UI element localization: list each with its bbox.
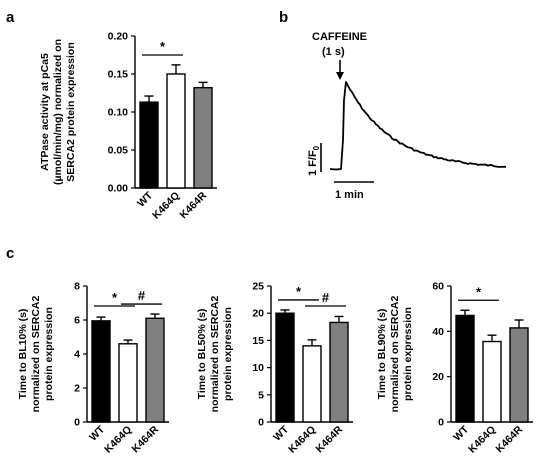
category-label-wt: WT [135, 189, 155, 209]
chart-time-to-bl50: 0 5 10 15 20 25 Time to BL50% (s)normalized on… [196, 281, 353, 456]
y-tick-label: 6 [74, 315, 80, 327]
y-tick-label: 0.15 [108, 69, 129, 81]
significance-label: * [476, 284, 482, 299]
category-label-wt: WT [87, 423, 107, 443]
significance-label: * [160, 39, 166, 54]
scale-bar-horizontal-label: 1 min [335, 189, 364, 201]
y-tick-label: 40 [432, 326, 444, 338]
bar-k464r [193, 86, 213, 189]
significance-label: # [138, 288, 146, 303]
y-axis-label-line: protein expression [402, 307, 414, 401]
y-axis-label-line: Time to BL50% (s) [196, 309, 208, 400]
bar-k464q [118, 343, 138, 423]
significance-label: * [112, 290, 118, 305]
bar-wt [139, 101, 159, 189]
significance-label: * [296, 284, 302, 299]
bar-wt [91, 320, 111, 423]
bar-k464r [329, 321, 349, 423]
fluorescence-trace [329, 81, 506, 171]
y-tick-label: 4 [74, 349, 80, 361]
caffeine-arrow-head [336, 72, 344, 80]
y-tick-label: 0 [258, 417, 264, 429]
category-label-k464r: K464R [494, 423, 526, 455]
y-tick-label: 0.20 [108, 31, 129, 43]
category-label-k464r: K464R [314, 423, 346, 455]
bar-k464r [145, 317, 165, 423]
y-tick-label: 20 [432, 371, 444, 383]
y-axis-label-line: normalized on SERCA2 [209, 295, 221, 412]
y-axis-label-line: normalized on SERCA2 [389, 295, 401, 412]
y-axis-label-line: (µmol/min/mg) normalized on [52, 39, 64, 185]
scale-bar-vertical-main: 1 F/F [307, 150, 319, 176]
y-axis-label-line: SERCA2 protein expression [65, 42, 77, 181]
category-label-k464q: K464Q [102, 424, 134, 456]
y-axis-label-line: ATPase activity at pCa5 [39, 53, 51, 171]
y-axis-label-line: protein expression [222, 307, 234, 401]
bar-wt [455, 314, 475, 423]
chart-atpase-activity: 0.00 0.05 0.10 0.15 0.20 ATPase activity at p… [39, 31, 217, 222]
scale-bar-vertical-sub: 0 [312, 145, 321, 150]
y-axis-label-line: normalized on SERCA2 [30, 295, 42, 412]
y-axis-label: Time to BL10% (s)normalized on SERCA2pro… [17, 295, 55, 412]
y-tick-label: 10 [252, 362, 264, 374]
y-tick-label: 25 [252, 281, 264, 293]
y-tick-label: 0 [74, 417, 80, 429]
y-tick-label: 0.05 [108, 145, 129, 157]
caffeine-duration-label: (1 s) [322, 46, 345, 58]
calcium-trace-panel: CAFFEINE (1 s) 1 F/F0 1 min [307, 31, 506, 201]
y-axis-label: Time to BL90% (s)normalized on SERCA2pro… [376, 295, 414, 412]
bar-k464q [482, 340, 502, 423]
bar-k464q [166, 73, 186, 189]
significance-label: # [322, 290, 330, 305]
category-label-k464q: K464Q [150, 190, 182, 222]
y-tick-label: 2 [74, 383, 80, 395]
y-tick-label: 5 [258, 389, 264, 401]
y-tick-label: 0.00 [108, 183, 129, 195]
y-tick-label: 0 [438, 417, 444, 429]
bar-wt [275, 312, 295, 423]
scale-bar-vertical-label: 1 F/F0 [307, 145, 321, 176]
chart-time-to-bl90: 0 20 40 60 Time to BL90% (s)normalized on SE… [376, 281, 533, 456]
category-label-wt: WT [451, 423, 471, 443]
y-tick-label: 0.10 [108, 107, 129, 119]
panel-letter-c: c [6, 245, 14, 262]
y-tick-label: 20 [252, 308, 264, 320]
caffeine-label: CAFFEINE [312, 31, 367, 43]
y-axis-label-line: Time to BL90% (s) [376, 309, 388, 400]
panel-letter-a: a [6, 9, 15, 26]
y-axis-label-line: protein expression [43, 307, 55, 401]
category-label-k464q: K464Q [286, 424, 318, 456]
y-axis-label: Time to BL50% (s)normalized on SERCA2pro… [196, 295, 234, 412]
chart-time-to-bl10: 0 2 4 6 8 Time to BL10% (s)normalized on SERC… [17, 281, 169, 456]
y-axis-label-line: Time to BL10% (s) [17, 309, 29, 400]
category-label-k464r: K464R [178, 189, 210, 221]
category-label-wt: WT [271, 423, 291, 443]
y-tick-label: 60 [432, 281, 444, 293]
bar-k464q [302, 345, 322, 423]
y-axis-label: ATPase activity at pCa5(µmol/min/mg) nor… [39, 39, 77, 185]
category-label-k464q: K464Q [466, 424, 498, 456]
category-label-k464r: K464R [130, 423, 162, 455]
panel-letter-b: b [279, 9, 288, 26]
y-tick-label: 8 [74, 281, 80, 293]
bar-k464r [509, 327, 529, 423]
y-tick-label: 15 [252, 335, 264, 347]
